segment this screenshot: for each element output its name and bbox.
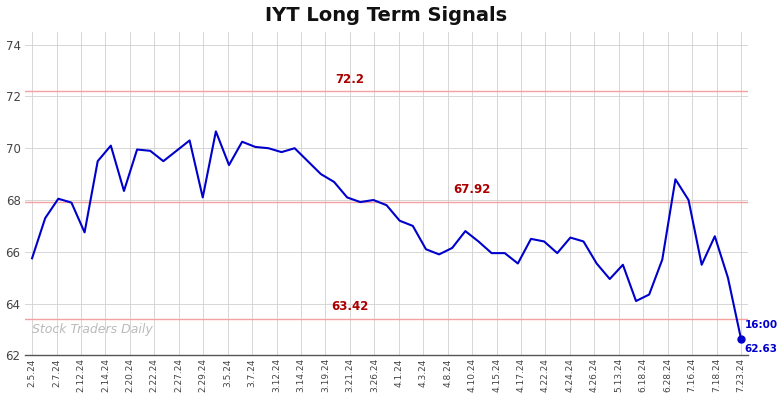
Text: 63.42: 63.42 xyxy=(331,300,368,313)
Text: Stock Traders Daily: Stock Traders Daily xyxy=(32,323,153,336)
Text: 72.2: 72.2 xyxy=(336,72,365,86)
Text: 67.92: 67.92 xyxy=(453,183,491,196)
Text: 62.63: 62.63 xyxy=(745,344,778,354)
Title: IYT Long Term Signals: IYT Long Term Signals xyxy=(266,6,507,25)
Text: 16:00: 16:00 xyxy=(745,320,778,330)
